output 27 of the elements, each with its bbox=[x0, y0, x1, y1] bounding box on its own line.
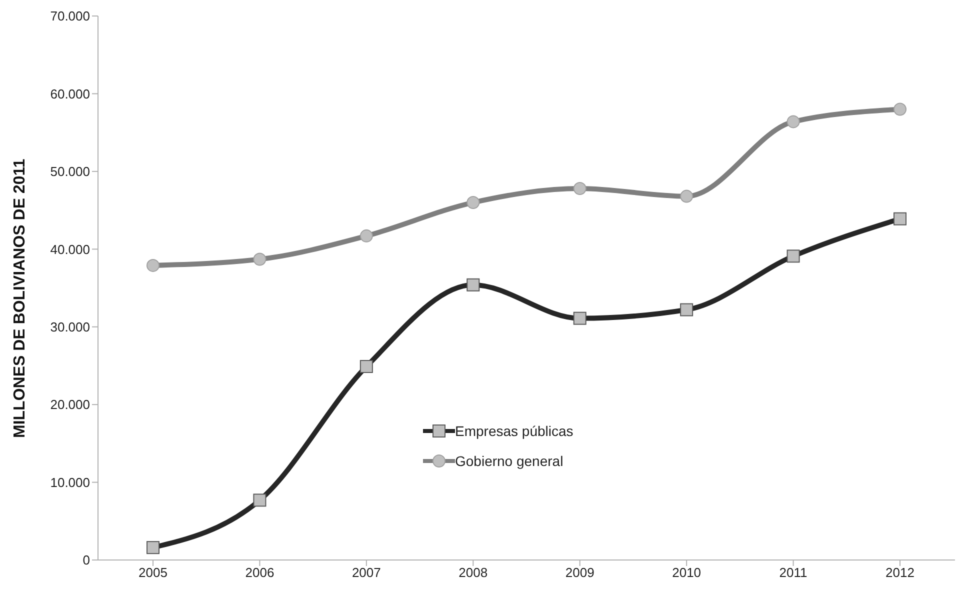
point bbox=[894, 102, 906, 116]
point bbox=[786, 115, 800, 128]
y-tick-label: 40.000 bbox=[50, 242, 90, 257]
point bbox=[680, 190, 694, 203]
y-tick-label: 0 bbox=[82, 552, 90, 568]
y-tick-label: 10.000 bbox=[50, 474, 90, 490]
point bbox=[146, 258, 160, 272]
point bbox=[360, 229, 373, 242]
y-tick-label: 60.000 bbox=[50, 86, 90, 102]
point bbox=[253, 252, 266, 266]
x-tick-label: 2010 bbox=[672, 565, 702, 580]
legend-label: Empresas públicas bbox=[455, 423, 574, 439]
x-tick-label: 2009 bbox=[565, 565, 594, 580]
y-tick-label: 30.000 bbox=[50, 319, 90, 334]
y-axis-title: MILLONES DE BOLIVIANOS DE 2011 bbox=[12, 158, 29, 438]
legend-label: Gobierno general bbox=[455, 453, 564, 469]
y-tick-label: 70.000 bbox=[50, 8, 90, 24]
x-tick-label: 2005 bbox=[138, 565, 168, 580]
x-tick-label: 2006 bbox=[245, 565, 274, 580]
y-tick-label: 20.000 bbox=[50, 397, 90, 412]
x-tick-label: 2008 bbox=[458, 565, 488, 580]
y-tick-label: 50.000 bbox=[50, 164, 90, 180]
x-tick-label: 2007 bbox=[352, 565, 381, 580]
x-tick-label: 2011 bbox=[779, 565, 808, 580]
point bbox=[573, 182, 586, 196]
point bbox=[466, 196, 480, 210]
x-tick-label: 2012 bbox=[886, 565, 914, 580]
